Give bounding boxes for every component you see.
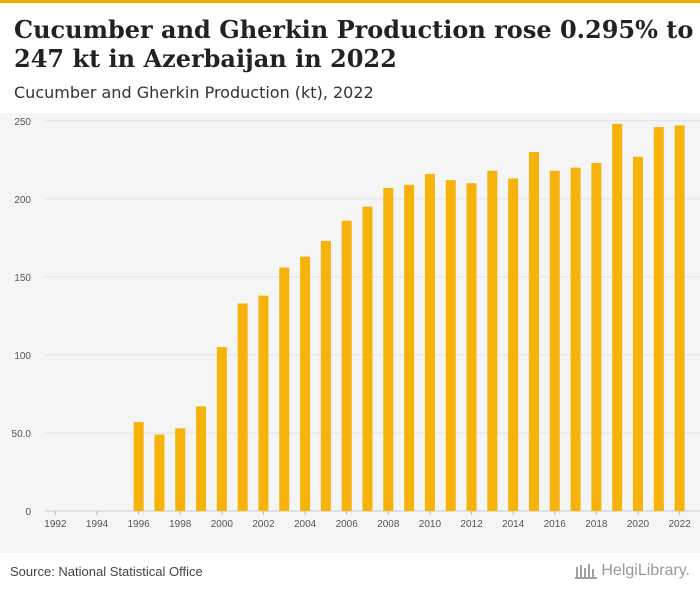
bar	[487, 170, 498, 511]
x-tick-label: 2022	[668, 519, 691, 530]
bar	[653, 127, 664, 511]
bar	[632, 156, 643, 511]
bar	[508, 178, 519, 511]
x-tick-label: 2018	[585, 519, 608, 530]
x-tick-label: 1992	[44, 519, 67, 530]
x-tick-label: 2020	[627, 519, 650, 530]
bar	[196, 406, 207, 511]
x-tick-label: 2014	[502, 519, 525, 530]
x-tick-label: 1996	[128, 519, 151, 530]
y-tick-label: 150	[14, 273, 31, 284]
x-tick-label: 2000	[211, 519, 234, 530]
bar	[466, 183, 477, 511]
bar	[445, 180, 456, 512]
x-tick-label: 2010	[419, 519, 442, 530]
bar	[674, 125, 685, 512]
x-tick-label: 2002	[252, 519, 275, 530]
bar	[133, 422, 144, 511]
x-tick-label: 2006	[336, 519, 359, 530]
y-tick-label: 50.0	[12, 429, 32, 440]
x-tick-label: 1998	[169, 519, 192, 530]
bar	[591, 162, 602, 511]
bar	[404, 184, 415, 511]
y-tick-label: 0	[25, 507, 31, 518]
bar	[383, 187, 394, 511]
bar	[612, 123, 623, 512]
bar	[258, 295, 269, 511]
bar	[320, 240, 331, 511]
bar	[570, 167, 581, 511]
bar	[237, 303, 248, 511]
bar	[528, 152, 539, 512]
y-tick-label: 100	[14, 351, 31, 362]
x-tick-label: 2012	[460, 519, 483, 530]
bar	[341, 220, 352, 511]
helgi-library-logo: HelgiLibrary.	[575, 562, 690, 580]
header: Cucumber and Gherkin Production rose 0.2…	[0, 3, 700, 113]
source-note: Source: National Statistical Office	[10, 564, 203, 579]
x-tick-label: 2008	[377, 519, 400, 530]
bar	[424, 173, 435, 511]
x-tick-label: 2016	[544, 519, 567, 530]
bar	[279, 267, 290, 511]
logo-text: HelgiLibrary.	[601, 562, 690, 579]
y-tick-label: 200	[14, 195, 31, 206]
bar	[300, 256, 311, 511]
library-icon	[575, 564, 598, 579]
bar	[175, 428, 186, 511]
bar-chart: 0 50.0 100 150 200 250 1992 1994 1996 1998 2000 200…	[12, 117, 700, 530]
bar	[216, 347, 227, 511]
x-tick-label: 1994	[86, 519, 109, 530]
chart-title: Cucumber and Gherkin Production rose 0.2…	[14, 15, 694, 73]
bar	[362, 206, 373, 511]
bar	[549, 170, 560, 511]
y-tick-label: 250	[14, 117, 31, 128]
bar	[154, 434, 165, 511]
top-accent-rule	[0, 0, 700, 3]
x-tick-label: 2004	[294, 519, 317, 530]
chart-subtitle: Cucumber and Gherkin Production (kt), 20…	[14, 83, 374, 102]
